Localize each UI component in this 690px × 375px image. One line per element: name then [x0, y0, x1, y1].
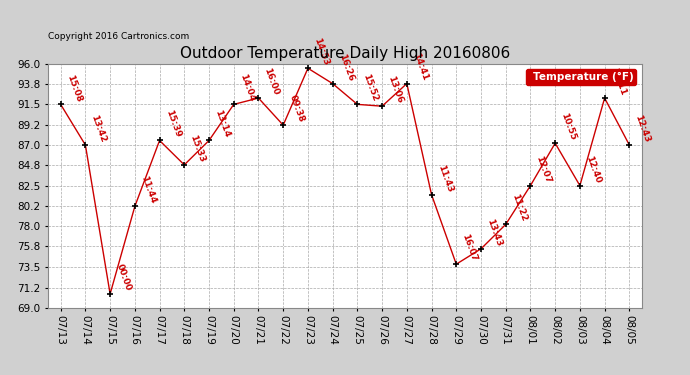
Text: 13:42: 13:42 [90, 114, 108, 144]
Text: Copyright 2016 Cartronics.com: Copyright 2016 Cartronics.com [48, 32, 190, 41]
Text: 14:11: 14:11 [609, 67, 627, 97]
Text: 13:06: 13:06 [386, 75, 404, 105]
Text: 11:22: 11:22 [510, 193, 528, 223]
Text: 14:53: 14:53 [312, 37, 331, 67]
Text: 11:43: 11:43 [435, 163, 454, 193]
Title: Outdoor Temperature Daily High 20160806: Outdoor Temperature Daily High 20160806 [180, 46, 510, 61]
Text: 16:00: 16:00 [263, 67, 281, 97]
Text: 11:44: 11:44 [139, 175, 157, 205]
Text: 14:41: 14:41 [411, 52, 429, 82]
Text: 15:39: 15:39 [164, 109, 182, 139]
Text: 13:43: 13:43 [485, 217, 504, 248]
Text: 16:26: 16:26 [337, 52, 355, 82]
Text: 09:38: 09:38 [287, 94, 306, 124]
Text: 15:33: 15:33 [188, 134, 207, 164]
Text: 12:07: 12:07 [535, 154, 553, 184]
Text: 10:55: 10:55 [560, 112, 578, 142]
Text: 15:52: 15:52 [362, 73, 380, 103]
Text: 12:43: 12:43 [633, 114, 652, 144]
Legend: Temperature (°F): Temperature (°F) [526, 69, 636, 85]
Text: 14:04: 14:04 [238, 73, 256, 103]
Text: 12:40: 12:40 [584, 154, 602, 184]
Text: 15:08: 15:08 [65, 73, 83, 103]
Text: 00:00: 00:00 [115, 263, 132, 292]
Text: 13:14: 13:14 [213, 109, 231, 139]
Text: 16:07: 16:07 [460, 233, 479, 263]
